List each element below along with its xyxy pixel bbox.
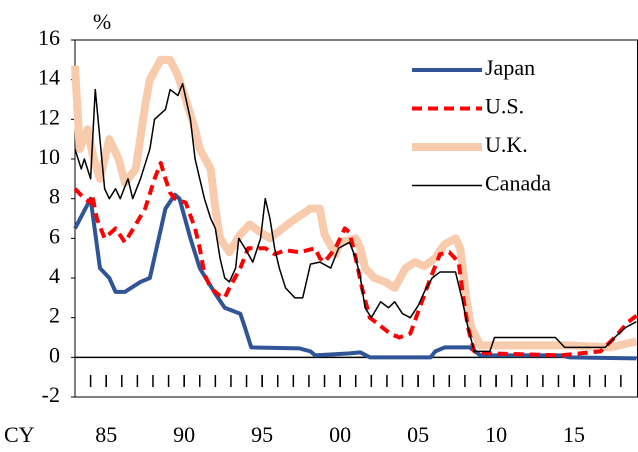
x-tick-label: 15 — [563, 422, 585, 447]
y-tick-label: 2 — [49, 303, 60, 328]
y-tick-label: 10 — [38, 144, 60, 169]
y-tick-label: 16 — [38, 25, 60, 50]
y-tick-label: 4 — [49, 263, 60, 288]
y-tick-label: 8 — [49, 184, 60, 209]
x-tick-label: 90 — [173, 422, 195, 447]
x-tick-label: 85 — [95, 422, 117, 447]
legend-label: U.S. — [485, 94, 524, 119]
x-tick-label: 10 — [485, 422, 507, 447]
x-axis-label: CY — [4, 422, 35, 447]
y-tick-label: 12 — [38, 104, 60, 129]
series-line — [71, 55, 638, 352]
legend-label: U.K. — [485, 132, 528, 157]
y-tick-label: 0 — [49, 342, 60, 367]
x-tick-label: 00 — [329, 422, 351, 447]
series-line — [74, 82, 637, 353]
y-tick-label: 6 — [49, 223, 60, 248]
legend-label: Canada — [485, 171, 551, 196]
series-line — [73, 160, 638, 358]
x-tick-label: 95 — [251, 422, 273, 447]
legend-label: Japan — [485, 55, 535, 80]
x-tick-label: 05 — [407, 422, 429, 447]
y-axis-unit: % — [93, 9, 111, 34]
y-tick-label: 14 — [38, 65, 60, 90]
series-line — [73, 192, 637, 361]
y-tick-label: -2 — [42, 382, 60, 407]
